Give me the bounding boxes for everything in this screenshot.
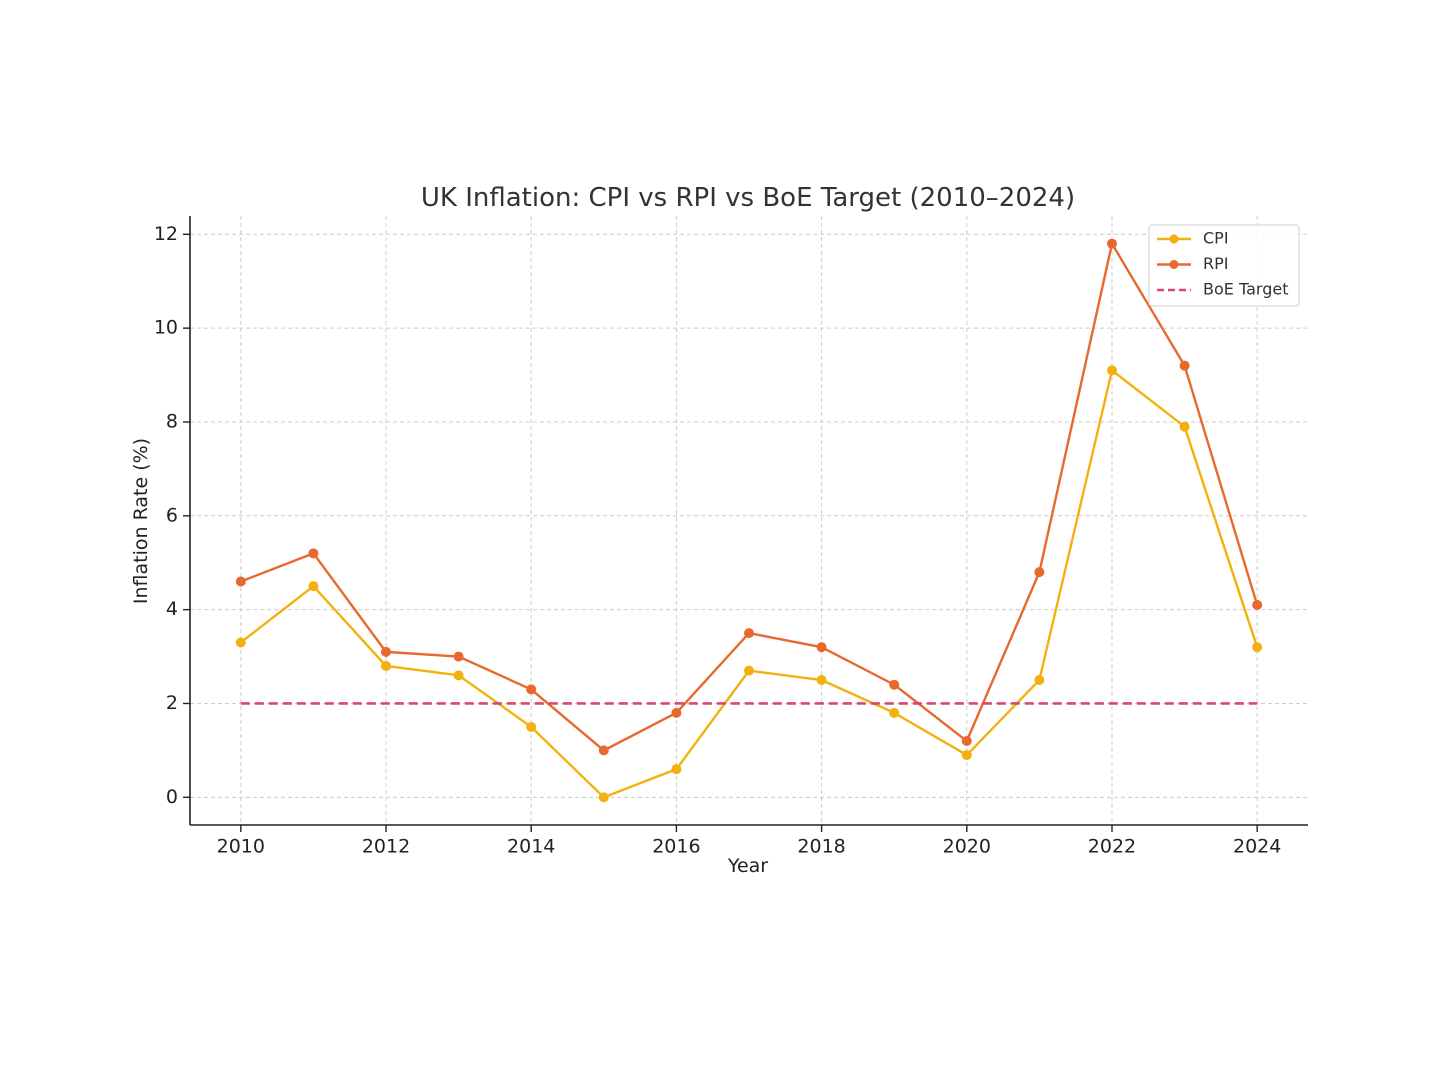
data-point-cpi [381,660,392,671]
data-point-rpi [235,576,246,587]
data-point-rpi [961,736,972,747]
data-point-cpi [453,670,464,681]
data-point-rpi [1034,567,1045,578]
data-point-rpi [1179,360,1190,371]
x-tick-label: 2024 [1233,836,1281,858]
x-tick-label: 2016 [652,836,700,858]
series-rpi [235,238,1263,756]
data-point-rpi [671,707,682,718]
data-point-rpi [1252,599,1263,610]
x-tick-label: 2010 [217,836,265,858]
legend-label-rpi: RPI [1203,254,1228,273]
data-point-cpi [308,581,319,592]
legend-item-boe-target: BoE Target [1157,280,1288,299]
y-tick-label: 0 [166,786,178,808]
y-tick-label: 12 [154,223,178,245]
data-point-cpi [598,792,609,803]
y-tick-label: 2 [166,692,178,714]
series-cpi [235,365,1263,803]
data-point-rpi [453,651,464,662]
legend-item-rpi: RPI [1157,254,1228,273]
y-tick-label: 10 [154,317,178,339]
x-tick-label: 2020 [943,836,991,858]
series-line-cpi [240,369,1259,799]
data-point-rpi [744,628,754,639]
x-tick-label: 2018 [797,836,845,858]
data-point-rpi [598,745,609,756]
legend-marker-rpi [1169,260,1179,269]
axes [189,216,1308,826]
chart-title: UK Inflation: CPI vs RPI vs BoE Target (… [421,183,1075,213]
data-point-cpi [671,764,682,775]
legend-label-cpi: CPI [1203,229,1229,248]
data-point-rpi [308,548,319,559]
x-tick-label: 2022 [1088,836,1136,858]
data-point-cpi [744,665,754,676]
x-axis-label: Year [727,855,768,877]
data-point-cpi [235,637,246,648]
y-tick-label: 4 [166,598,178,620]
grid-lines [190,216,1308,825]
data-point-cpi [1034,675,1045,686]
legend-item-cpi: CPI [1157,229,1229,248]
data-point-rpi [1106,238,1117,249]
data-point-cpi [889,707,900,718]
data-point-cpi [1179,421,1190,432]
legend: CPI RPI BoE Target [1148,224,1300,307]
data-point-rpi [816,642,827,653]
data-point-rpi [381,646,392,657]
data-point-rpi [889,679,900,690]
legend-label-boe-target: BoE Target [1203,280,1288,299]
data-point-cpi [961,750,972,761]
tick-labels: 2010 2012 2014 2016 2018 2020 2022 2024 0 2 4 6 8 10 1… [154,223,1282,858]
y-tick-label: 6 [166,504,178,526]
y-tick-label: 8 [166,410,178,432]
data-point-rpi [526,684,537,695]
y-axis-label: Inflation Rate (%) [130,438,152,604]
data-point-cpi [1252,642,1263,653]
x-tick-label: 2012 [362,836,410,858]
data-point-cpi [1106,365,1117,376]
data-point-cpi [526,721,537,732]
plot-area [235,238,1263,803]
x-tick-label: 2014 [507,836,555,858]
data-point-cpi [816,675,827,686]
legend-box [1148,224,1300,307]
legend-marker-cpi [1169,234,1179,244]
